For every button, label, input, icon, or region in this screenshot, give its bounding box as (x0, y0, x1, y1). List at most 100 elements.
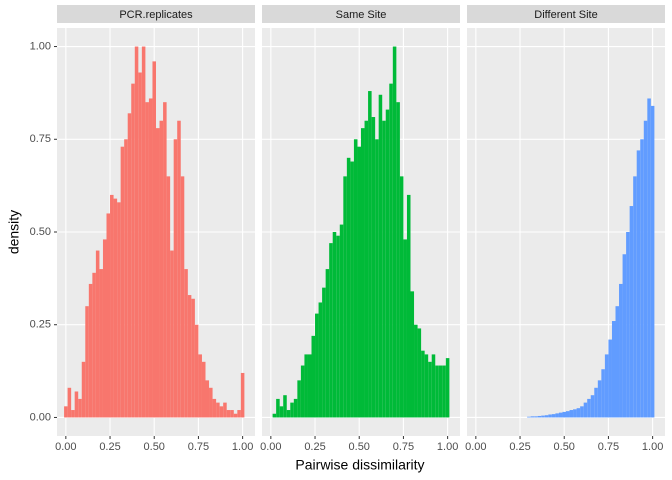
bar (297, 380, 301, 418)
bar (650, 105, 655, 418)
bar (442, 365, 446, 418)
bar (594, 387, 598, 418)
bar (438, 365, 443, 418)
x-tick-label: 0.00 (260, 441, 281, 453)
bar (67, 387, 72, 418)
bar (163, 102, 167, 418)
bar (113, 198, 118, 418)
bar (230, 410, 234, 418)
strip-label: Same Site (336, 9, 387, 21)
bar (406, 194, 411, 418)
bar (124, 139, 128, 418)
bar (145, 102, 149, 418)
x-tick-label: 1.00 (437, 441, 458, 453)
bar (120, 146, 125, 418)
bar (375, 139, 379, 418)
bar (81, 361, 86, 418)
bar (428, 361, 432, 418)
bar (300, 365, 305, 418)
bar (364, 120, 369, 418)
bar (166, 176, 171, 418)
bar (431, 354, 436, 418)
bar (78, 398, 82, 418)
bar (279, 406, 284, 418)
y-tick-label: 0.25 (30, 319, 51, 331)
bar (534, 416, 538, 418)
y-tick-label: 0.00 (30, 411, 51, 423)
bar (576, 408, 581, 418)
bar (187, 295, 192, 418)
y-axis-title: density (6, 210, 22, 254)
bar (318, 302, 323, 418)
bar (209, 387, 213, 418)
bar (134, 46, 139, 418)
bar (177, 120, 181, 418)
bar (410, 291, 415, 418)
bar (216, 402, 220, 418)
bar (315, 313, 319, 418)
strip-background (262, 5, 460, 23)
bar (286, 410, 291, 418)
bar (307, 354, 312, 418)
x-tick-label: 0.75 (188, 441, 209, 453)
bar (608, 339, 612, 418)
bar (622, 254, 627, 418)
bar (562, 411, 566, 418)
bar (152, 61, 156, 418)
bar (385, 109, 390, 418)
bar (237, 410, 241, 418)
bar (573, 409, 577, 418)
bar (569, 410, 574, 418)
bar (343, 176, 347, 418)
x-tick-label: 0.25 (509, 441, 530, 453)
bar (71, 410, 75, 418)
bar (629, 206, 634, 418)
bar (191, 298, 195, 418)
bar (626, 232, 630, 418)
y-tick-label: 0.75 (30, 133, 51, 145)
bar (180, 176, 185, 418)
bar (283, 395, 287, 418)
bar (170, 250, 174, 418)
bar (304, 354, 308, 418)
bar (421, 350, 425, 418)
bar (382, 120, 386, 418)
bar (597, 380, 602, 418)
bar (138, 72, 142, 418)
bar (95, 250, 100, 418)
bar (311, 335, 316, 418)
bar (445, 358, 450, 418)
x-tick-label: 0.00 (465, 441, 486, 453)
bar (233, 413, 238, 418)
bar (590, 395, 595, 418)
strip-background (467, 5, 665, 23)
bar (110, 194, 114, 418)
bar (619, 283, 623, 418)
bar (615, 306, 620, 418)
bar (332, 232, 337, 418)
bar (240, 372, 245, 418)
bar (530, 416, 535, 418)
bar (88, 283, 93, 418)
bar (322, 287, 326, 418)
bar (92, 272, 96, 418)
bar (640, 139, 644, 418)
bar (580, 406, 584, 418)
bar (325, 269, 330, 418)
bar (329, 243, 333, 418)
bar (198, 354, 202, 418)
bar (583, 402, 588, 418)
bar (361, 128, 365, 418)
bar (336, 235, 340, 418)
bar (647, 98, 651, 418)
bar (527, 416, 531, 418)
bar (403, 239, 407, 418)
bar (636, 150, 641, 418)
bar (276, 398, 280, 418)
strip-label: Different Site (534, 9, 597, 21)
y-tick-label: 0.50 (30, 226, 51, 238)
x-tick-label: 0.75 (393, 441, 414, 453)
bar (566, 411, 570, 418)
bar (417, 328, 422, 418)
